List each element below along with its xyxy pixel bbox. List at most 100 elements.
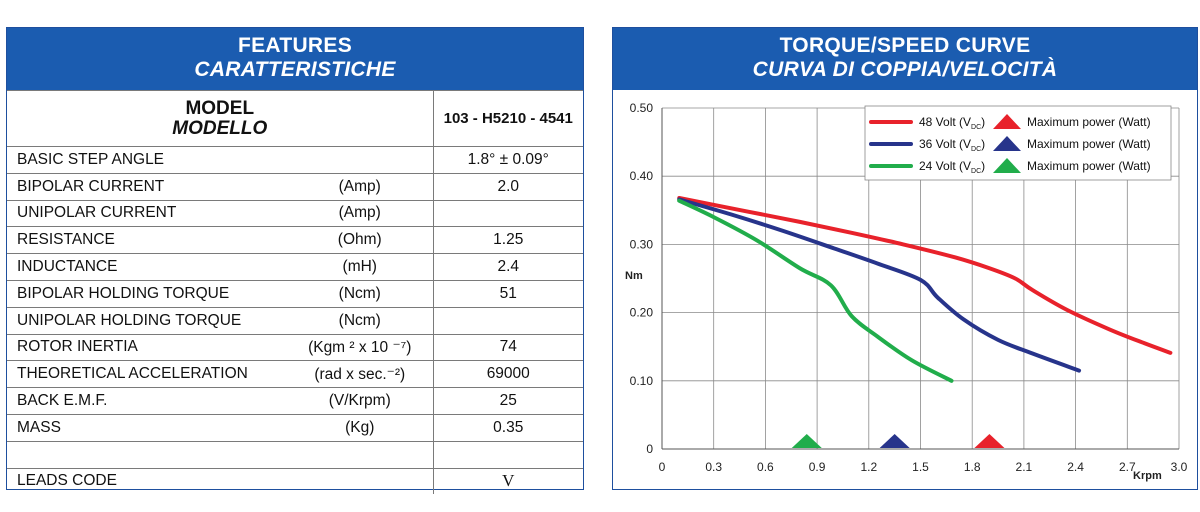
series-line [677,197,1082,373]
x-tick-label: 0.6 [757,460,774,474]
y-tick-label: 0.40 [630,169,654,183]
spec-table: MODEL MODELLO 103 - H5210 - 4541 BASIC S… [7,90,583,495]
spec-name: BASIC STEP ANGLE [7,146,307,174]
torque-speed-chart: 0 0.3 0.6 0.9 1.2 1.5 1.8 2.1 2.4 2.7 3.0 0 0.10 0.20… [625,101,1188,482]
features-header: FEATURES CARATTERISTICHE [7,28,583,90]
features-panel: FEATURES CARATTERISTICHE MODEL MODELLO 1… [6,27,584,495]
y-tick-label: 0 [646,442,653,456]
y-tick-label: 0.20 [630,306,654,320]
spec-value: 25 [432,387,583,415]
spec-row: BASIC STEP ANGLE 1.8° ± 0.09° [7,146,583,174]
x-tick-label: 0.3 [705,460,722,474]
x-tick-label: 2.1 [1016,460,1033,474]
spec-unit: (Amp) [307,172,433,201]
spec-value [432,440,583,469]
spec-row [7,440,583,469]
legend-box [864,105,1172,181]
features-title-italian: CARATTERISTICHE [194,58,396,81]
legend-label: 24 Volt (VDC) [919,159,985,175]
x-axis-label: Krpm [1133,470,1162,482]
spec-name: ROTOR INERTIA [7,333,307,361]
legend-marker-label: Maximum power (Watt) [1027,137,1151,151]
legend-marker [993,158,1021,173]
spec-name: THEORETICAL ACCELERATION [7,360,307,388]
spec-row: UNIPOLAR CURRENT (Amp) [7,199,583,227]
x-tick-label: 3.0 [1171,460,1188,474]
x-tick-label: 1.8 [964,460,981,474]
legend-marker-label: Maximum power (Watt) [1027,159,1151,173]
x-tick-label: 2.7 [1119,460,1136,474]
legend-label: 36 Volt (VDC) [919,137,985,153]
x-tick-label: 0.9 [809,460,826,474]
spec-unit: (V/Krpm) [307,387,433,415]
x-tick-label: 1.5 [912,460,929,474]
spec-name: INDUCTANCE [7,253,307,281]
max-power-marker [879,434,910,448]
y-tick-label: 0.10 [630,374,654,388]
spec-name: UNIPOLAR CURRENT [7,199,307,227]
spec-unit: (Ohm) [307,226,433,254]
spec-row: UNIPOLAR HOLDING TORQUE (Ncm) [7,306,583,335]
spec-name: MASS [7,413,307,442]
spec-unit [307,467,433,495]
spec-name: UNIPOLAR HOLDING TORQUE [7,306,307,335]
model-row: MODEL MODELLO 103 - H5210 - 4541 [7,90,583,147]
spec-row: MASS (Kg) 0.35 [7,413,583,442]
curve-title-italian: CURVA DI COPPIA/VELOCITÀ [752,58,1058,81]
spec-value: 69000 [432,360,583,388]
spec-value: 2.0 [432,172,583,201]
spec-name: BIPOLAR CURRENT [7,172,307,201]
max-power-marker [974,434,1005,448]
model-label-italian: MODELLO [172,117,268,139]
spec-unit: (Ncm) [307,306,433,335]
spec-value [432,199,583,227]
spec-value: 0.35 [432,413,583,442]
y-tick-label: 0.50 [630,101,654,115]
spec-unit [307,146,433,174]
spec-unit [307,440,433,469]
spec-row: BIPOLAR HOLDING TORQUE (Ncm) 51 [7,279,583,308]
x-tick-label: 2.4 [1067,460,1084,474]
spec-row: INDUCTANCE (mH) 2.4 [7,253,583,281]
spec-value: 74 [432,333,583,361]
spec-name: BACK E.M.F. [7,387,307,415]
model-value: 103 - H5210 - 4541 [432,90,583,147]
spec-unit: (Ncm) [307,279,433,308]
spec-unit: (Amp) [307,199,433,227]
legend-marker [993,136,1021,151]
spec-row: ROTOR INERTIA (Kgm ² x 10 ⁻⁷) 74 [7,333,583,361]
spec-unit: (Kg) [307,413,433,442]
x-tick-label: 1.2 [860,460,877,474]
model-label: MODEL [185,97,255,119]
spec-unit: (mH) [307,253,433,281]
spec-value: 1.25 [432,226,583,254]
curve-header: TORQUE/SPEED CURVE CURVA DI COPPIA/VELOC… [613,28,1197,90]
spec-value: 1.8° ± 0.09° [432,146,583,174]
spec-row: BIPOLAR CURRENT (Amp) 2.0 [7,172,583,201]
spec-unit: (rad x sec.⁻²) [307,360,433,388]
torque-speed-panel: TORQUE/SPEED CURVE CURVA DI COPPIA/VELOC… [612,27,1198,490]
x-tick-label: 0 [659,460,666,474]
model-label-cell: MODEL MODELLO [7,90,433,147]
features-title: FEATURES [237,34,352,57]
y-tick-label: 0.30 [630,237,654,251]
spec-name [7,440,307,469]
legend-label: 48 Volt (VDC) [919,115,985,131]
y-axis-label: Nm [625,270,643,282]
spec-unit: (Kgm ² x 10 ⁻⁷) [307,333,433,361]
spec-row: BACK E.M.F. (V/Krpm) 25 [7,387,583,415]
spec-value: 2.4 [432,253,583,281]
spec-name: BIPOLAR HOLDING TORQUE [7,279,307,308]
spec-value [432,306,583,335]
spec-row: LEADS CODE V [7,467,583,495]
legend-marker [993,114,1021,129]
spec-row: THEORETICAL ACCELERATION (rad x sec.⁻²) 69… [7,360,583,388]
spec-value: V [432,467,583,495]
curve-title: TORQUE/SPEED CURVE [779,34,1031,57]
series-line [677,196,1173,355]
series-line [677,198,954,383]
spec-row: RESISTANCE (Ohm) 1.25 [7,226,583,254]
spec-name: RESISTANCE [7,226,307,254]
max-power-marker [791,434,822,448]
legend-marker-label: Maximum power (Watt) [1027,115,1151,129]
